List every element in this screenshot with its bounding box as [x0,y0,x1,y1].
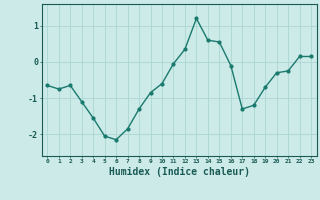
X-axis label: Humidex (Indice chaleur): Humidex (Indice chaleur) [109,167,250,177]
